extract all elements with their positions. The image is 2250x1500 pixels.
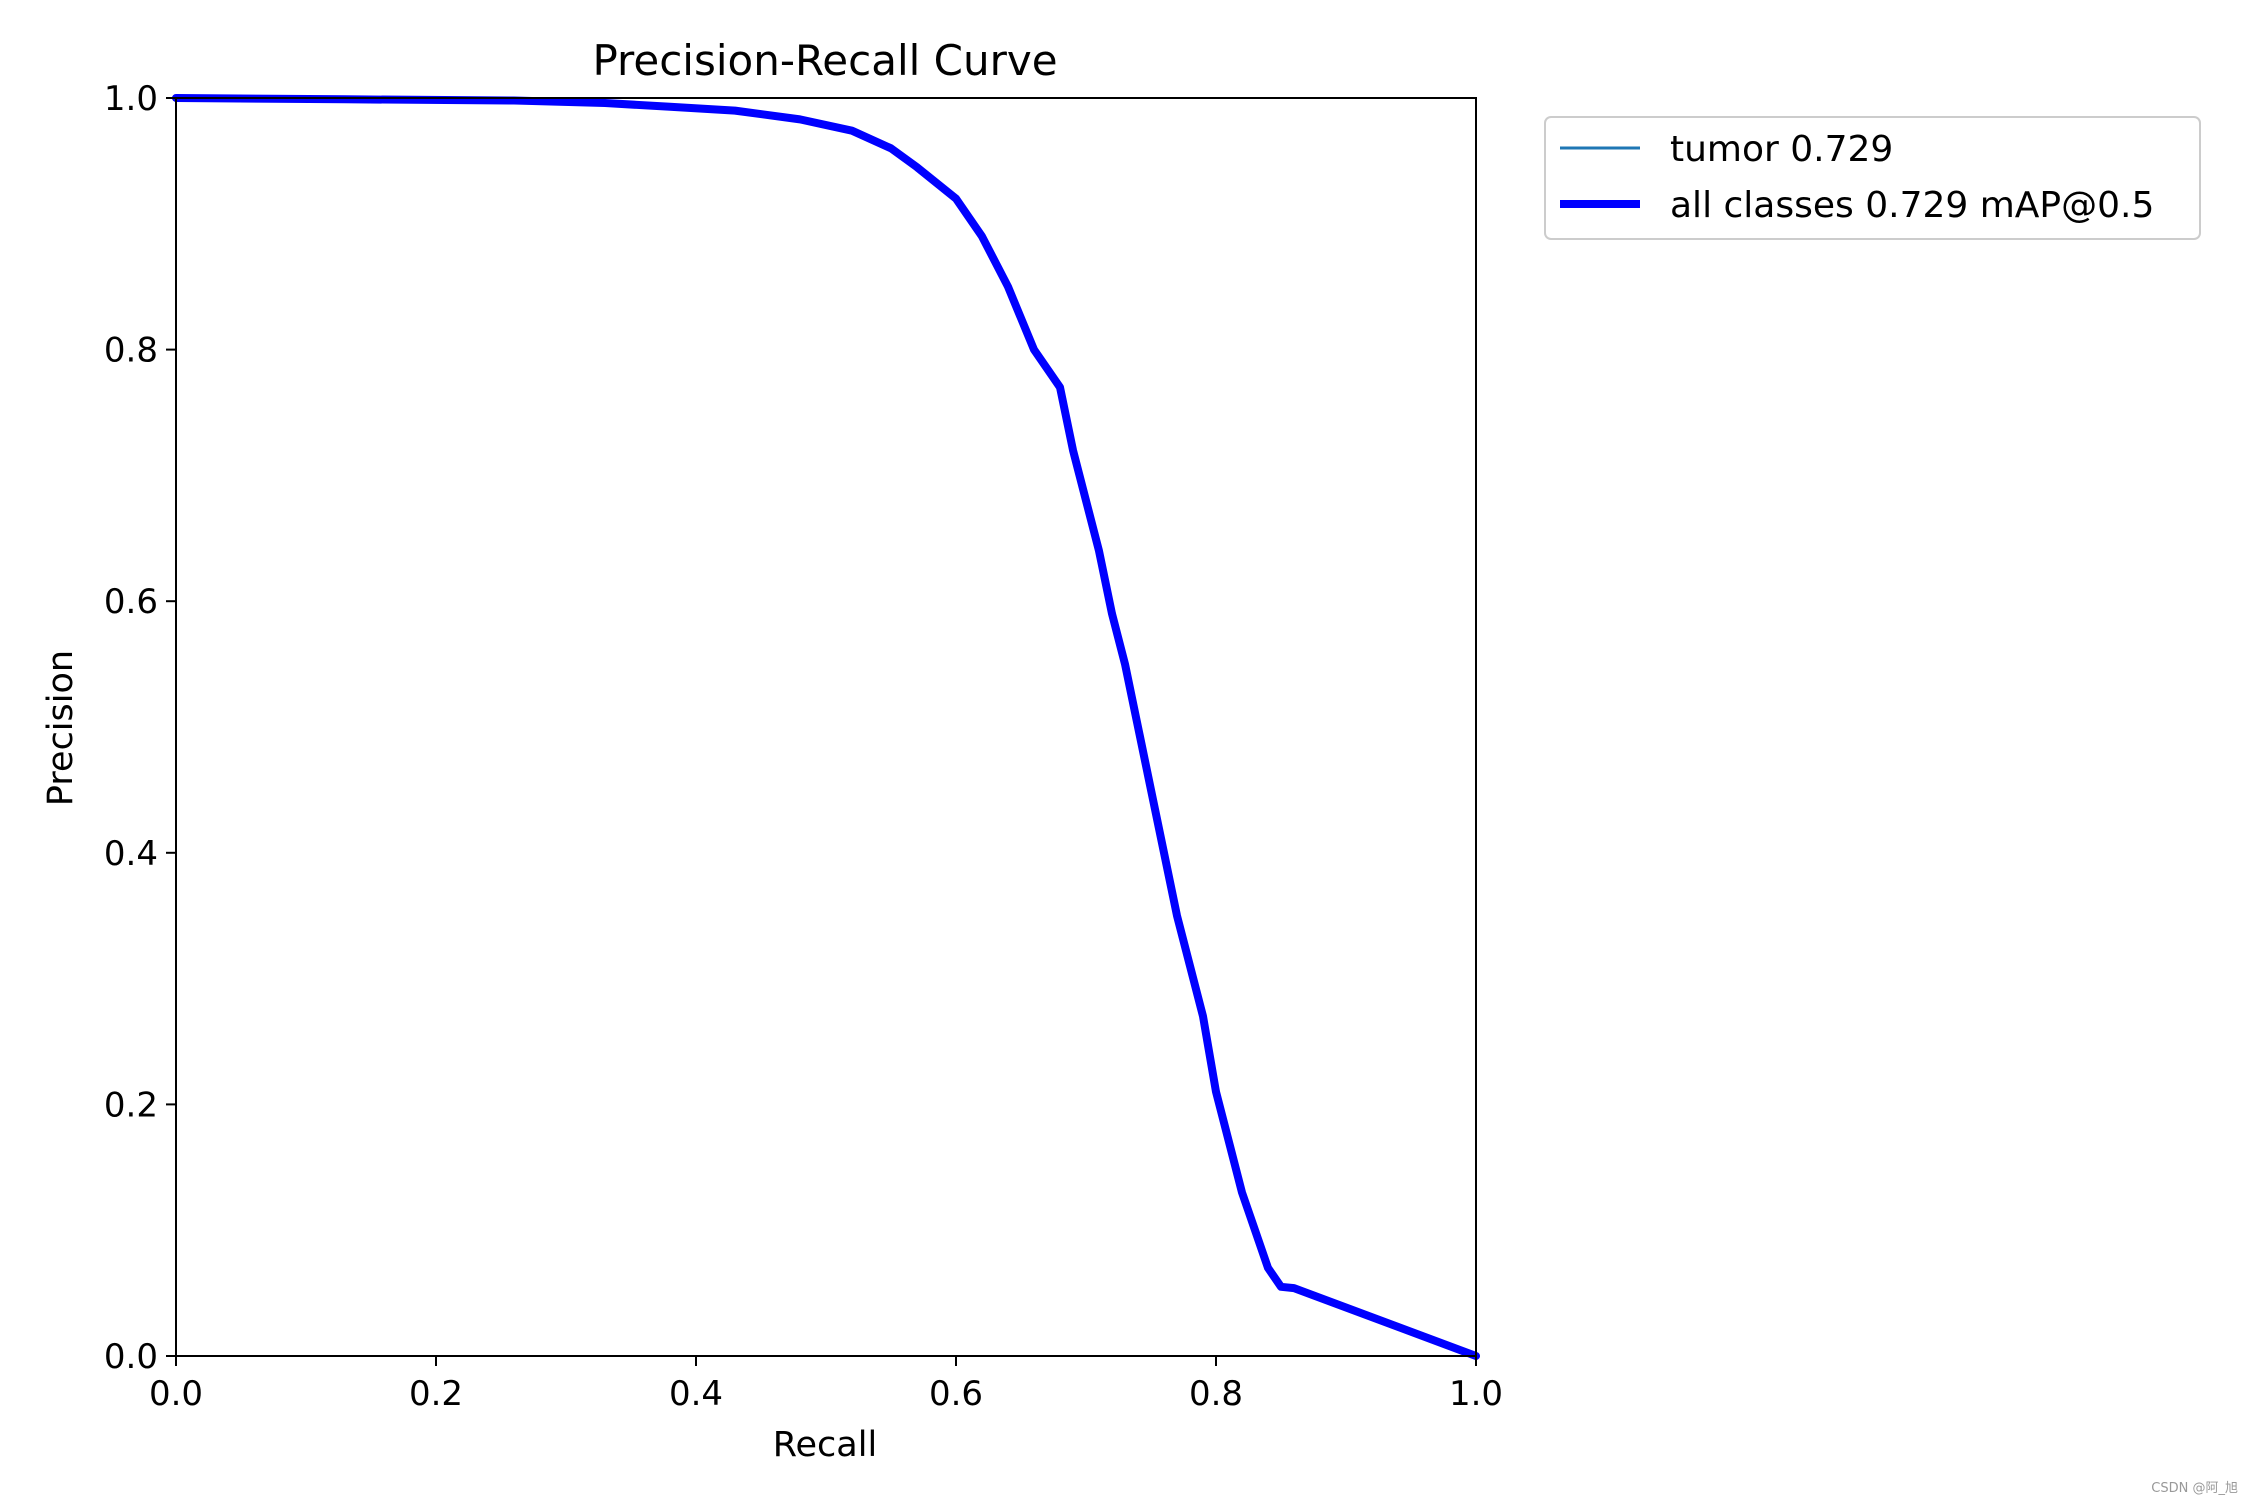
x-tick-label: 0.6: [929, 1374, 983, 1414]
y-tick-label: 1.0: [104, 79, 158, 119]
y-axis: 0.0 0.2 0.4 0.6 0.8 1.0: [104, 79, 176, 1377]
watermark: CSDN @阿_旭: [2151, 1481, 2238, 1496]
y-axis-label: Precision: [41, 650, 81, 806]
y-tick-label: 0.4: [104, 834, 158, 874]
x-tick-label: 0.8: [1189, 1374, 1243, 1414]
series-line-2: [172, 94, 1480, 1360]
x-tick-label: 0.0: [149, 1374, 203, 1414]
x-tick-label: 0.4: [669, 1374, 723, 1414]
y-tick-label: 0.0: [104, 1337, 158, 1377]
x-tick-label: 0.2: [409, 1374, 463, 1414]
legend-label-1: tumor 0.729: [1670, 129, 1893, 170]
legend-box: [1544, 116, 2201, 240]
chart-title: Precision-Recall Curve: [592, 36, 1057, 85]
plot-area-frame: [175, 97, 1477, 1357]
y-tick-label: 0.6: [104, 582, 158, 622]
y-tick-label: 0.2: [104, 1085, 158, 1125]
x-axis-label: Recall: [773, 1425, 877, 1465]
x-axis: 0.0 0.2 0.4 0.6 0.8 1.0: [149, 1356, 1503, 1414]
y-tick-label: 0.8: [104, 331, 158, 371]
legend-label-2: all classes 0.729 mAP@0.5: [1670, 185, 2154, 226]
legend: tumor 0.729 all classes 0.729 mAP@0.5: [1544, 116, 2201, 240]
x-tick-label: 1.0: [1449, 1374, 1503, 1414]
series-group: [172, 94, 1480, 1360]
